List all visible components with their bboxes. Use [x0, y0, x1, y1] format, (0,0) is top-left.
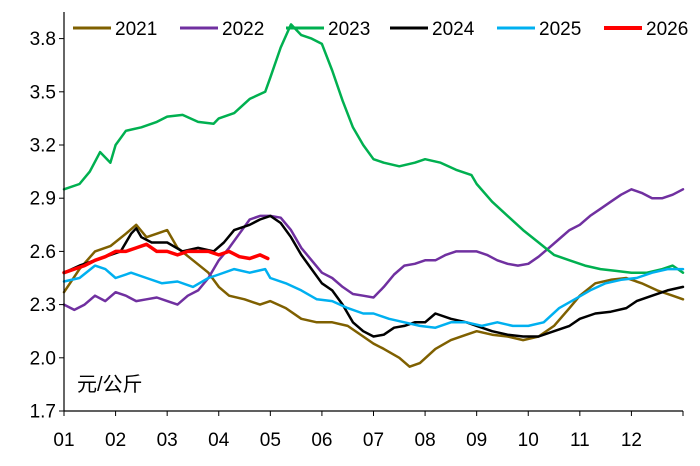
legend-label-2025: 2025	[539, 19, 581, 40]
series-line-2024	[62, 214, 685, 338]
y-tick-label: 2.6	[30, 242, 56, 263]
x-tick-label: 10	[518, 430, 539, 451]
y-tick-label: 3.2	[30, 136, 56, 157]
x-tick-label: 02	[105, 430, 126, 451]
x-tick-label: 09	[466, 430, 487, 451]
series-line-2021	[62, 223, 685, 368]
legend-label-2026: 2026	[646, 19, 688, 40]
x-tick-label: 06	[311, 430, 332, 451]
y-tick-label: 3.5	[30, 82, 56, 103]
x-tick-label: 05	[260, 430, 281, 451]
legend-label-2024: 2024	[432, 19, 475, 40]
y-tick-label: 2.9	[30, 189, 56, 210]
x-tick-label: 01	[53, 430, 74, 451]
legend-label-2023: 2023	[328, 19, 370, 40]
series-line-2023	[62, 23, 685, 274]
x-tick-label: 11	[570, 430, 590, 451]
x-tick-label: 04	[208, 430, 230, 451]
x-tick-label: 08	[415, 430, 436, 451]
legend-label-2021: 2021	[115, 19, 157, 40]
unit-label: 元/公斤	[77, 373, 143, 396]
legend: 2021 2022 2023 2024 2025 2026	[73, 19, 688, 40]
axes: 1.7 2.0 2.3 2.6 2.9 3.2 3.5 3.8 01 02 03 04 05 06 07 08…	[30, 12, 684, 451]
y-tick-label: 2.3	[30, 295, 56, 316]
series-line-2026	[62, 242, 270, 275]
series-lines	[62, 23, 685, 368]
y-tick-label: 3.8	[30, 29, 56, 50]
y-tick-label: 2.0	[30, 348, 56, 369]
series-line-2025	[62, 264, 685, 329]
x-tick-label: 12	[621, 430, 642, 451]
y-tick-label: 1.7	[30, 402, 56, 423]
x-tick-label: 07	[363, 430, 384, 451]
legend-label-2022: 2022	[222, 19, 264, 40]
series-line-2022	[62, 188, 685, 312]
x-tick-label: 03	[157, 430, 178, 451]
